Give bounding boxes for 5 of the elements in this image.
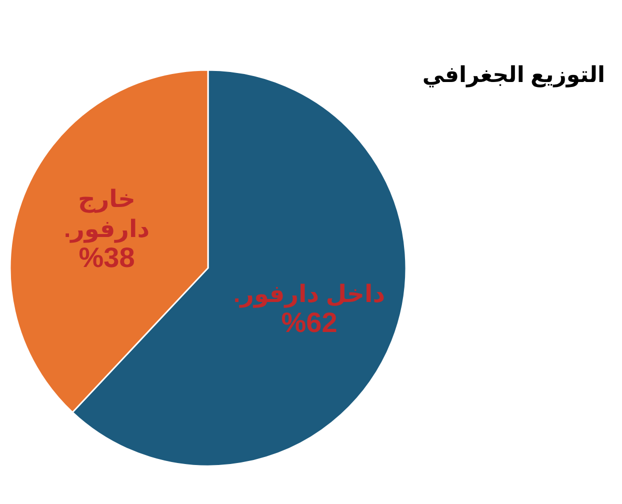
text: التوزيع الجغرافي [422, 62, 605, 88]
slice-label: خارج دارفور. [64, 186, 150, 243]
data-label: %62 [281, 307, 338, 338]
slice-label: داخل دارفور. [233, 281, 386, 308]
data-label: %38 [78, 242, 135, 273]
